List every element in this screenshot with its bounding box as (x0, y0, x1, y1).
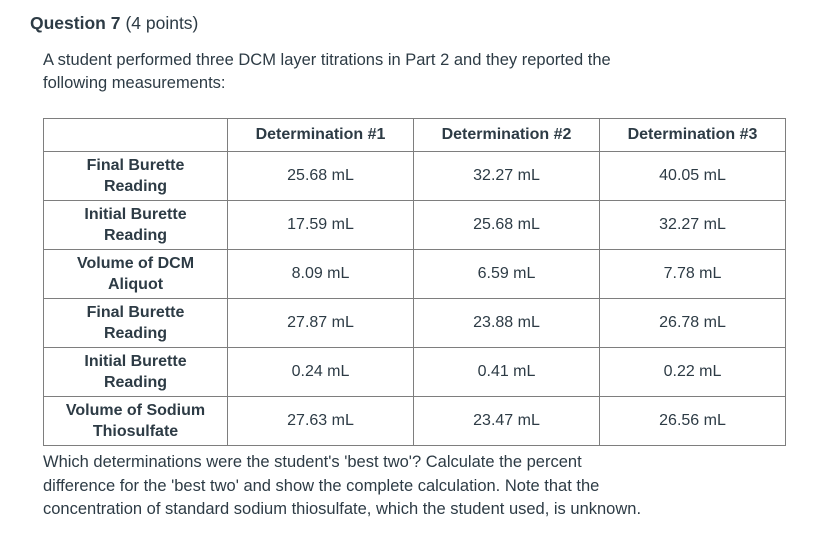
table-header-row: Determination #1 Determination #2 Determ… (43, 118, 786, 152)
measurement-value: 23.47 mL (413, 396, 600, 446)
measurement-value: 7.78 mL (599, 249, 786, 299)
table-row: Final Burette Reading 25.68 mL 32.27 mL … (43, 151, 786, 201)
header-cell-empty (43, 118, 228, 152)
row-label-text: Initial Burette Reading (84, 206, 187, 244)
prompt-line: Which determinations were the student's … (43, 453, 582, 471)
measurement-value: 32.27 mL (413, 151, 600, 201)
question-intro: A student performed three DCM layer titr… (43, 49, 611, 95)
prompt-line: concentration of standard sodium thiosul… (43, 500, 642, 518)
table-row: Initial Burette Reading 17.59 mL 25.68 m… (43, 200, 786, 250)
measurement-value: 32.27 mL (599, 200, 786, 250)
question-prompt: Which determinations were the student's … (43, 451, 641, 522)
intro-line: A student performed three DCM layer titr… (43, 51, 611, 69)
measurement-value: 27.63 mL (227, 396, 414, 446)
measurement-value: 40.05 mL (599, 151, 786, 201)
table-row: Initial Burette Reading 0.24 mL 0.41 mL … (43, 347, 786, 397)
row-label-text: Initial Burette Reading (84, 353, 187, 391)
question-points: (4 points) (125, 13, 199, 33)
row-label-text: Final Burette Reading (86, 304, 185, 342)
intro-line: following measurements: (43, 74, 226, 92)
measurement-value: 0.24 mL (227, 347, 414, 397)
header-cell-determination-2: Determination #2 (413, 118, 600, 152)
measurement-value: 23.88 mL (413, 298, 600, 348)
measurement-value: 26.78 mL (599, 298, 786, 348)
table-row: Volume of Sodium Thiosulfate 27.63 mL 23… (43, 396, 786, 446)
measurement-value: 8.09 mL (227, 249, 414, 299)
question-number: Question 7 (30, 13, 121, 33)
measurement-value: 26.56 mL (599, 396, 786, 446)
table-row: Final Burette Reading 27.87 mL 23.88 mL … (43, 298, 786, 348)
row-label-text: Volume of Sodium Thiosulfate (65, 402, 206, 440)
measurement-value: 0.22 mL (599, 347, 786, 397)
measurement-value: 17.59 mL (227, 200, 414, 250)
header-cell-determination-3: Determination #3 (599, 118, 786, 152)
measurement-value: 6.59 mL (413, 249, 600, 299)
row-label: Initial Burette Reading (43, 347, 228, 397)
measurement-table: Determination #1 Determination #2 Determ… (43, 118, 786, 446)
measurement-value: 27.87 mL (227, 298, 414, 348)
row-label-text: Volume of DCM Aliquot (76, 255, 195, 293)
row-label: Final Burette Reading (43, 298, 228, 348)
row-label: Initial Burette Reading (43, 200, 228, 250)
table-row: Volume of DCM Aliquot 8.09 mL 6.59 mL 7.… (43, 249, 786, 299)
row-label: Volume of Sodium Thiosulfate (43, 396, 228, 446)
row-label: Volume of DCM Aliquot (43, 249, 228, 299)
question-title: Question 7 (4 points) (30, 12, 198, 35)
row-label: Final Burette Reading (43, 151, 228, 201)
measurement-value: 25.68 mL (227, 151, 414, 201)
measurement-value: 0.41 mL (413, 347, 600, 397)
row-label-text: Final Burette Reading (86, 157, 185, 195)
prompt-line: difference for the 'best two' and show t… (43, 476, 600, 495)
measurement-value: 25.68 mL (413, 200, 600, 250)
header-cell-determination-1: Determination #1 (227, 118, 414, 152)
